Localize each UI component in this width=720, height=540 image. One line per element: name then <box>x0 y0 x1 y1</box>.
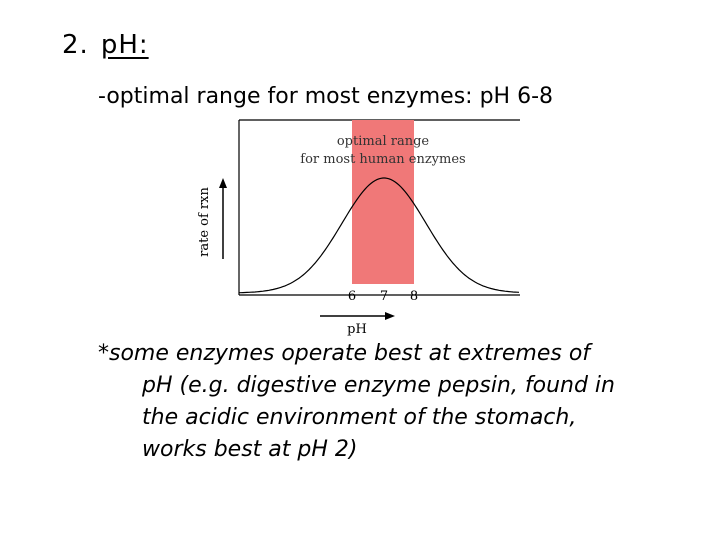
range-label-line-1: optimal range <box>337 134 430 149</box>
y-axis-arrow <box>219 178 227 259</box>
note-line-2: pH (e.g. digestive enzyme pepsin, found … <box>142 373 615 398</box>
note-line-3: the acidic environment of the stomach, <box>142 405 577 430</box>
heading-number: 2. <box>62 30 89 60</box>
extreme-ph-note: *some enzymes operate best at extremes o… <box>98 338 698 466</box>
note-line-4: works best at pH 2) <box>142 437 358 462</box>
tick-label-7: 7 <box>380 289 388 304</box>
x-axis-label: pH <box>347 322 367 337</box>
note-line-1: *some enzymes operate best at extremes o… <box>98 341 591 366</box>
rate-curve <box>239 177 520 294</box>
range-label-line-2: for most human enzymes <box>300 152 465 167</box>
ph-enzyme-diagram: optimal range for most human enzymes 6 7… <box>197 119 520 337</box>
slide-heading: 2. pH: <box>62 30 149 60</box>
x-axis-arrow <box>320 312 395 320</box>
tick-label-8: 8 <box>410 289 418 304</box>
optimal-range-band <box>352 120 414 284</box>
y-axis-label: rate of rxn <box>197 187 212 257</box>
optimal-range-statement: -optimal range for most enzymes: pH 6-8 <box>98 84 554 109</box>
tick-label-6: 6 <box>348 289 356 304</box>
heading-label: pH: <box>100 30 149 60</box>
